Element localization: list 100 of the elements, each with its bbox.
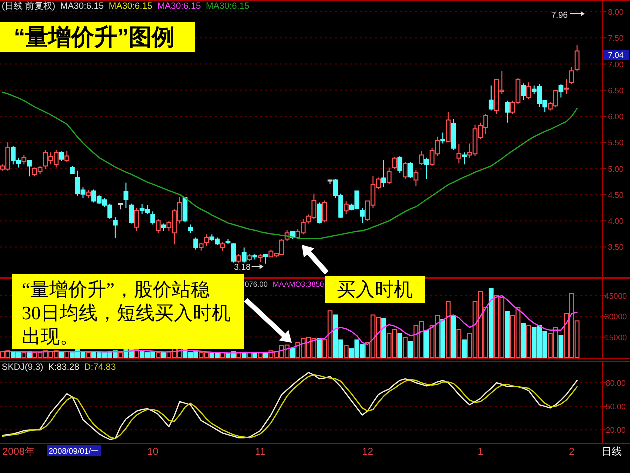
bar xyxy=(252,353,258,358)
bar xyxy=(456,330,462,358)
candlestick xyxy=(194,237,198,250)
bar xyxy=(344,346,349,358)
y-tick-label: 30000 xyxy=(604,312,628,322)
y-tick-label: 4.00 xyxy=(608,217,624,226)
candlestick xyxy=(424,157,430,180)
candlestick xyxy=(414,170,419,187)
candlestick xyxy=(27,160,32,178)
x-tick-label: 12 xyxy=(362,447,374,458)
candlestick xyxy=(156,219,161,234)
bar xyxy=(64,352,70,358)
bar xyxy=(451,315,456,358)
annotation: MA30:6.15 xyxy=(109,1,153,11)
candlestick xyxy=(118,203,124,210)
candlestick xyxy=(113,216,118,239)
y-tick-label: 5.50 xyxy=(608,138,624,148)
candlestick xyxy=(570,66,574,85)
bar xyxy=(403,338,408,358)
bar xyxy=(86,352,92,358)
candlestick xyxy=(558,84,564,98)
candlestick xyxy=(70,166,75,176)
candlestick xyxy=(462,152,467,166)
candlestick xyxy=(86,190,92,199)
text: MA30:6.15 xyxy=(60,1,104,11)
candlestick xyxy=(134,208,140,232)
candlestick xyxy=(124,182,129,210)
bar xyxy=(521,323,526,358)
y-tick-label: 7.50 xyxy=(608,34,624,44)
candlestick xyxy=(456,144,462,164)
candlestick xyxy=(317,202,322,224)
y-tick-label: 50.00 xyxy=(606,402,627,412)
candlestick xyxy=(488,85,494,112)
y-tick-label: 6.00 xyxy=(608,112,624,122)
bar xyxy=(290,348,296,358)
text: D:74.83 xyxy=(84,362,116,372)
candlestick xyxy=(322,200,328,224)
bar xyxy=(424,330,430,358)
bar xyxy=(22,352,27,358)
x-tick-label: 1 xyxy=(478,447,484,458)
candlestick xyxy=(521,83,526,101)
candlestick xyxy=(252,254,258,260)
bar xyxy=(446,301,451,358)
candlestick xyxy=(451,118,456,152)
candlestick xyxy=(161,223,166,232)
candlestick xyxy=(231,242,236,264)
bar xyxy=(398,334,403,358)
candlestick xyxy=(392,156,398,170)
candlestick xyxy=(419,150,424,166)
bar xyxy=(462,340,467,358)
candlestick xyxy=(328,180,333,185)
candlestick xyxy=(64,150,70,164)
bar xyxy=(558,335,564,358)
candlestick xyxy=(440,132,446,144)
candlestick xyxy=(129,203,134,224)
annotation: 7.96 xyxy=(551,10,568,20)
y-tick-label: 3.50 xyxy=(608,243,624,252)
annotation: “量增价升”，股价站稳30日均线，短线买入时机出现。 xyxy=(22,280,231,348)
bar xyxy=(118,352,124,358)
candlestick xyxy=(382,160,386,188)
candlestick xyxy=(403,162,408,180)
text: 7.04 xyxy=(608,51,624,60)
candlestick xyxy=(258,254,263,263)
chart-title: SKDJ(9,3) xyxy=(2,362,44,372)
y-tick-label: 15000 xyxy=(604,333,628,342)
candlestick xyxy=(574,44,580,72)
candlestick xyxy=(247,254,252,262)
text: “量增价升”图例 xyxy=(14,24,175,50)
bar xyxy=(382,318,386,358)
candlestick xyxy=(242,247,247,264)
candlestick xyxy=(344,200,349,215)
y-tick-label: 80.00 xyxy=(606,379,627,388)
candlestick xyxy=(236,254,242,264)
candlestick xyxy=(204,234,210,247)
y-tick-label: 20.00 xyxy=(606,426,627,436)
annotation: 买入时机 xyxy=(337,280,413,301)
y-tick-label: 5.00 xyxy=(608,164,624,174)
bar xyxy=(440,319,446,358)
y-tick-label: 7.00 xyxy=(608,60,624,70)
y-tick-label: 4.50 xyxy=(608,190,624,200)
bar xyxy=(258,352,263,358)
candlestick xyxy=(150,211,156,226)
bar xyxy=(526,326,532,358)
candlestick xyxy=(263,254,268,264)
candlestick xyxy=(59,151,64,162)
candlestick xyxy=(226,238,231,245)
candlestick xyxy=(505,100,510,124)
x-tick-label: 2 xyxy=(569,447,576,458)
candlestick xyxy=(408,162,414,179)
bar xyxy=(161,352,166,358)
candlestick xyxy=(22,154,27,166)
candlestick xyxy=(398,156,403,174)
candlestick xyxy=(386,167,392,185)
candlestick xyxy=(198,242,204,252)
line-series xyxy=(2,92,578,240)
candlestick xyxy=(446,112,451,144)
annotation: 3.18 xyxy=(234,262,252,272)
candlestick xyxy=(564,78,570,95)
x-tick-label: 2008年 xyxy=(2,446,35,458)
y-tick-label: 45000 xyxy=(604,292,628,301)
